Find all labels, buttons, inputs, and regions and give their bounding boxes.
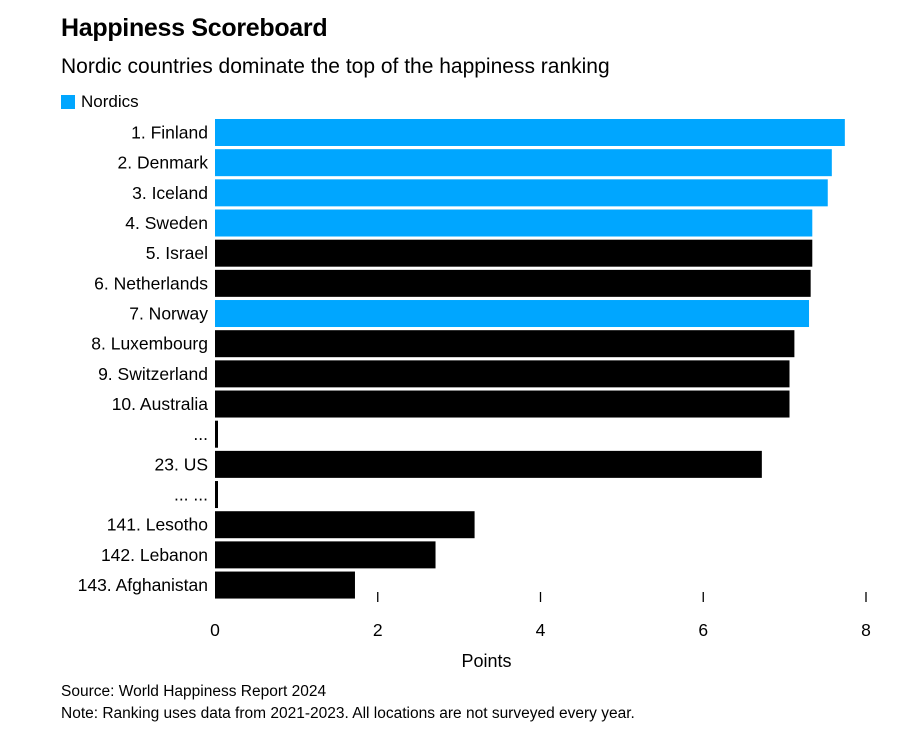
- category-label-10-australia: 10. Australia: [112, 394, 209, 414]
- bar-1-finland: [215, 119, 845, 146]
- category-label-gap-10: ...: [193, 424, 208, 444]
- bar-3-iceland: [215, 179, 828, 207]
- x-tick-label-4: 4: [536, 620, 546, 640]
- legend-swatch-nordics: [61, 95, 75, 109]
- bar-chart: 1. Finland 2. Denmark 3. Iceland 4. Sweden 5…: [78, 119, 871, 671]
- category-label-2-denmark: 2. Denmark: [118, 153, 209, 173]
- x-tick-label-8: 8: [861, 620, 871, 640]
- legend-label-nordics: Nordics: [81, 92, 139, 111]
- bar-7-norway: [215, 300, 810, 328]
- x-tick-label-2: 2: [373, 620, 383, 640]
- bar-2-denmark: [215, 149, 832, 177]
- category-label-4-sweden: 4. Sweden: [125, 213, 208, 233]
- legend: Nordics: [61, 92, 139, 112]
- category-label-1-finland: 1. Finland: [131, 123, 208, 143]
- category-label-5-israel: 5. Israel: [146, 243, 208, 263]
- bar-9-switzerland: [215, 360, 790, 388]
- bar-gap-12: [215, 481, 218, 509]
- bar-8-luxembourg: [215, 330, 795, 358]
- bar-4-sweden: [215, 209, 813, 237]
- footnote: Note: Ranking uses data from 2021-2023. …: [61, 705, 635, 722]
- category-label-7-norway: 7. Norway: [129, 304, 208, 324]
- chart-title: Happiness Scoreboard: [61, 14, 328, 42]
- category-label-9-switzerland: 9. Switzerland: [98, 364, 208, 384]
- category-label-8-luxembourg: 8. Luxembourg: [91, 334, 208, 354]
- bar-142-lebanon: [215, 541, 436, 569]
- category-label-141-lesotho: 141. Lesotho: [107, 515, 208, 535]
- bar-143-afghanistan: [215, 571, 355, 599]
- chart-subtitle: Nordic countries dominate the top of the…: [61, 55, 610, 78]
- x-tick-label-0: 0: [210, 620, 220, 640]
- category-label-6-netherlands: 6. Netherlands: [94, 273, 208, 293]
- bar-5-israel: [215, 239, 813, 267]
- category-label-3-iceland: 3. Iceland: [132, 183, 208, 203]
- bar-6-netherlands: [215, 269, 811, 297]
- bar-141-lesotho: [215, 511, 475, 539]
- category-label-gap-12: ... ...: [174, 485, 208, 505]
- bar-23-us: [215, 450, 762, 478]
- bar-gap-10: [215, 420, 218, 448]
- source-note: Source: World Happiness Report 2024: [61, 683, 327, 700]
- x-tick-label-6: 6: [698, 620, 708, 640]
- bar-10-australia: [215, 390, 790, 418]
- category-label-142-lebanon: 142. Lebanon: [101, 545, 208, 565]
- category-label-143-afghanistan: 143. Afghanistan: [78, 575, 208, 595]
- category-label-23-us: 23. US: [155, 454, 209, 474]
- x-axis-label: Points: [461, 651, 511, 671]
